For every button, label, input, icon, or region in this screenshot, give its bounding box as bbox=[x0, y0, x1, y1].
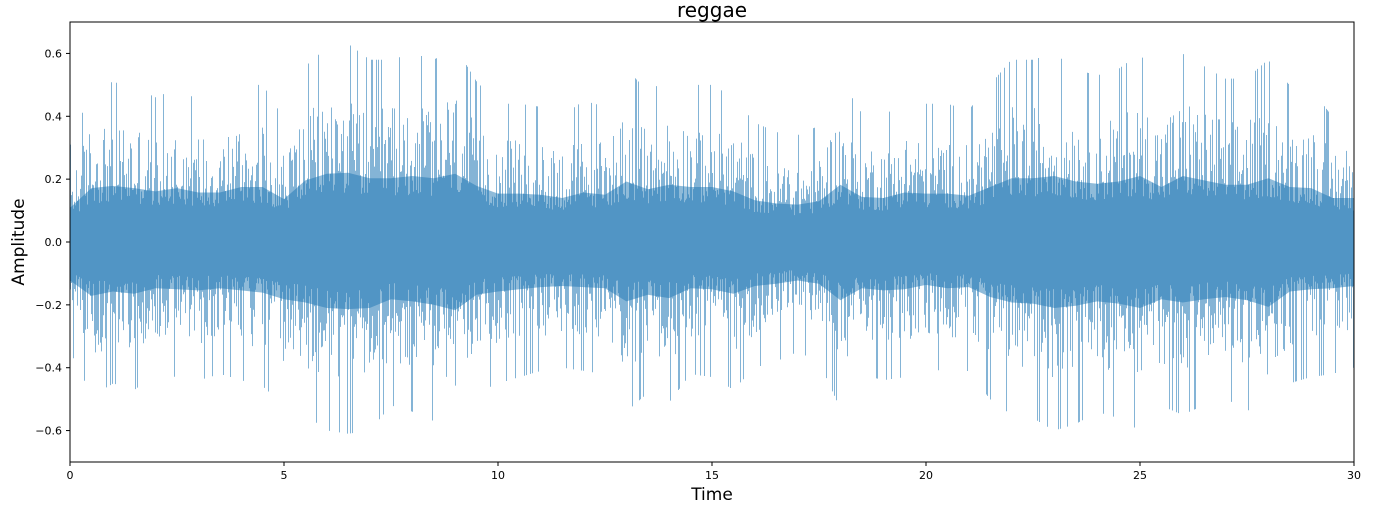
y-axis-ticks: −0.6 −0.4 −0.2 0.0 0.2 0.4 0.6 bbox=[35, 47, 70, 438]
y-tick-label: −0.2 bbox=[35, 299, 62, 312]
x-tick-label: 20 bbox=[919, 469, 933, 482]
x-tick-label: 15 bbox=[705, 469, 719, 482]
y-axis-label: Amplitude bbox=[9, 198, 29, 285]
x-tick-label: 30 bbox=[1347, 469, 1361, 482]
x-tick-label: 10 bbox=[491, 469, 505, 482]
waveform-layer bbox=[70, 45, 1354, 434]
y-tick-label: 0.4 bbox=[45, 110, 63, 123]
plot-area bbox=[70, 45, 1354, 434]
x-tick-label: 0 bbox=[67, 469, 74, 482]
y-tick-label: −0.6 bbox=[35, 425, 62, 438]
y-tick-label: 0.0 bbox=[45, 236, 63, 249]
x-axis-ticks: 0 5 10 15 20 25 30 bbox=[67, 462, 1361, 482]
x-tick-label: 25 bbox=[1133, 469, 1147, 482]
y-tick-label: −0.4 bbox=[35, 362, 62, 375]
x-tick-label: 5 bbox=[281, 469, 288, 482]
y-tick-label: 0.2 bbox=[45, 173, 63, 186]
chart-title: reggae bbox=[677, 0, 747, 22]
x-axis-label: Time bbox=[690, 485, 733, 505]
waveform-series bbox=[70, 45, 1354, 434]
y-tick-label: 0.6 bbox=[45, 47, 63, 60]
